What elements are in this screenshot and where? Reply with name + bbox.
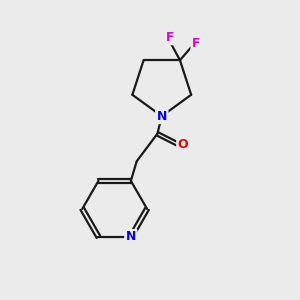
Text: O: O xyxy=(178,139,188,152)
Text: F: F xyxy=(165,31,174,44)
Text: F: F xyxy=(192,37,200,50)
Text: N: N xyxy=(157,110,167,123)
Text: N: N xyxy=(126,230,136,243)
